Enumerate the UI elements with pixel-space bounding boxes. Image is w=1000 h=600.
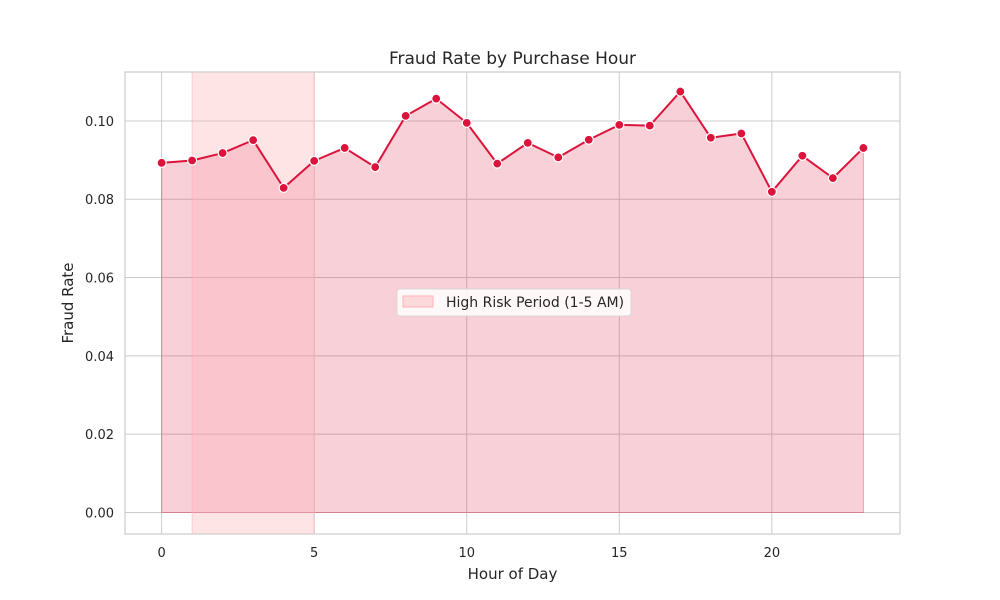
y-tick-label: 0.08 bbox=[85, 193, 114, 208]
plot-frame bbox=[124, 71, 901, 535]
y-tick-label: 0.02 bbox=[85, 428, 114, 443]
data-point-hour-17 bbox=[675, 86, 686, 97]
chart-title: Fraud Rate by Purchase Hour bbox=[389, 49, 636, 69]
data-point-hour-7 bbox=[370, 162, 381, 173]
data-point-hour-22 bbox=[827, 173, 838, 184]
y-tick-label: 0.00 bbox=[85, 506, 114, 521]
data-point-hour-23 bbox=[858, 142, 869, 154]
data-point-hour-12 bbox=[522, 137, 533, 148]
data-point-hour-18 bbox=[705, 132, 716, 143]
x-tick-labels: 0 5 10 15 20 bbox=[157, 546, 780, 561]
data-point-hour-15 bbox=[614, 119, 625, 130]
high-risk-region bbox=[191, 71, 315, 535]
data-point-hour-5 bbox=[309, 155, 320, 166]
data-point-hour-16 bbox=[644, 120, 655, 131]
data-point-hour-13 bbox=[553, 152, 564, 163]
y-tick-label: 0.06 bbox=[85, 272, 114, 287]
y-tick-label: 0.10 bbox=[85, 115, 114, 130]
data-point-hour-9 bbox=[431, 93, 442, 104]
data-point-hour-1 bbox=[187, 155, 198, 166]
data-point-hour-19 bbox=[736, 128, 747, 139]
x-axis-label: Hour of Day bbox=[468, 565, 558, 583]
high-risk-span bbox=[191, 71, 315, 535]
data-point-hour-8 bbox=[400, 110, 411, 121]
y-tick-label: 0.04 bbox=[85, 350, 114, 365]
x-tick-label: 20 bbox=[764, 546, 781, 561]
x-tick-label: 0 bbox=[157, 546, 165, 561]
data-point-hour-21 bbox=[797, 150, 808, 161]
legend: High Risk Period (1-5 AM) bbox=[396, 288, 632, 317]
legend-box bbox=[396, 288, 632, 317]
legend-swatch bbox=[402, 295, 434, 308]
x-tick-label: 15 bbox=[611, 546, 628, 561]
legend-entry-high-risk: High Risk Period (1-5 AM) bbox=[446, 295, 624, 311]
data-point-hour-2 bbox=[217, 147, 228, 159]
data-point-hour-3 bbox=[248, 135, 259, 146]
x-tick-label: 5 bbox=[310, 546, 318, 561]
data-point-hour-20 bbox=[766, 186, 777, 197]
data-point-hour-4 bbox=[278, 182, 289, 193]
data-markers bbox=[156, 86, 869, 197]
data-point-hour-6 bbox=[339, 142, 350, 154]
x-tick-label: 10 bbox=[458, 546, 475, 561]
y-axis-label: Fraud Rate bbox=[59, 262, 77, 343]
data-point-hour-10 bbox=[461, 117, 472, 128]
data-point-hour-0 bbox=[156, 157, 167, 168]
data-point-hour-14 bbox=[583, 134, 594, 145]
data-point-hour-11 bbox=[492, 158, 503, 169]
y-tick-labels: 0.00 0.02 0.04 0.06 0.08 0.10 bbox=[85, 115, 114, 522]
grid-lines bbox=[125, 72, 900, 534]
fraud-rate-line bbox=[161, 90, 865, 193]
series-line bbox=[161, 90, 865, 193]
